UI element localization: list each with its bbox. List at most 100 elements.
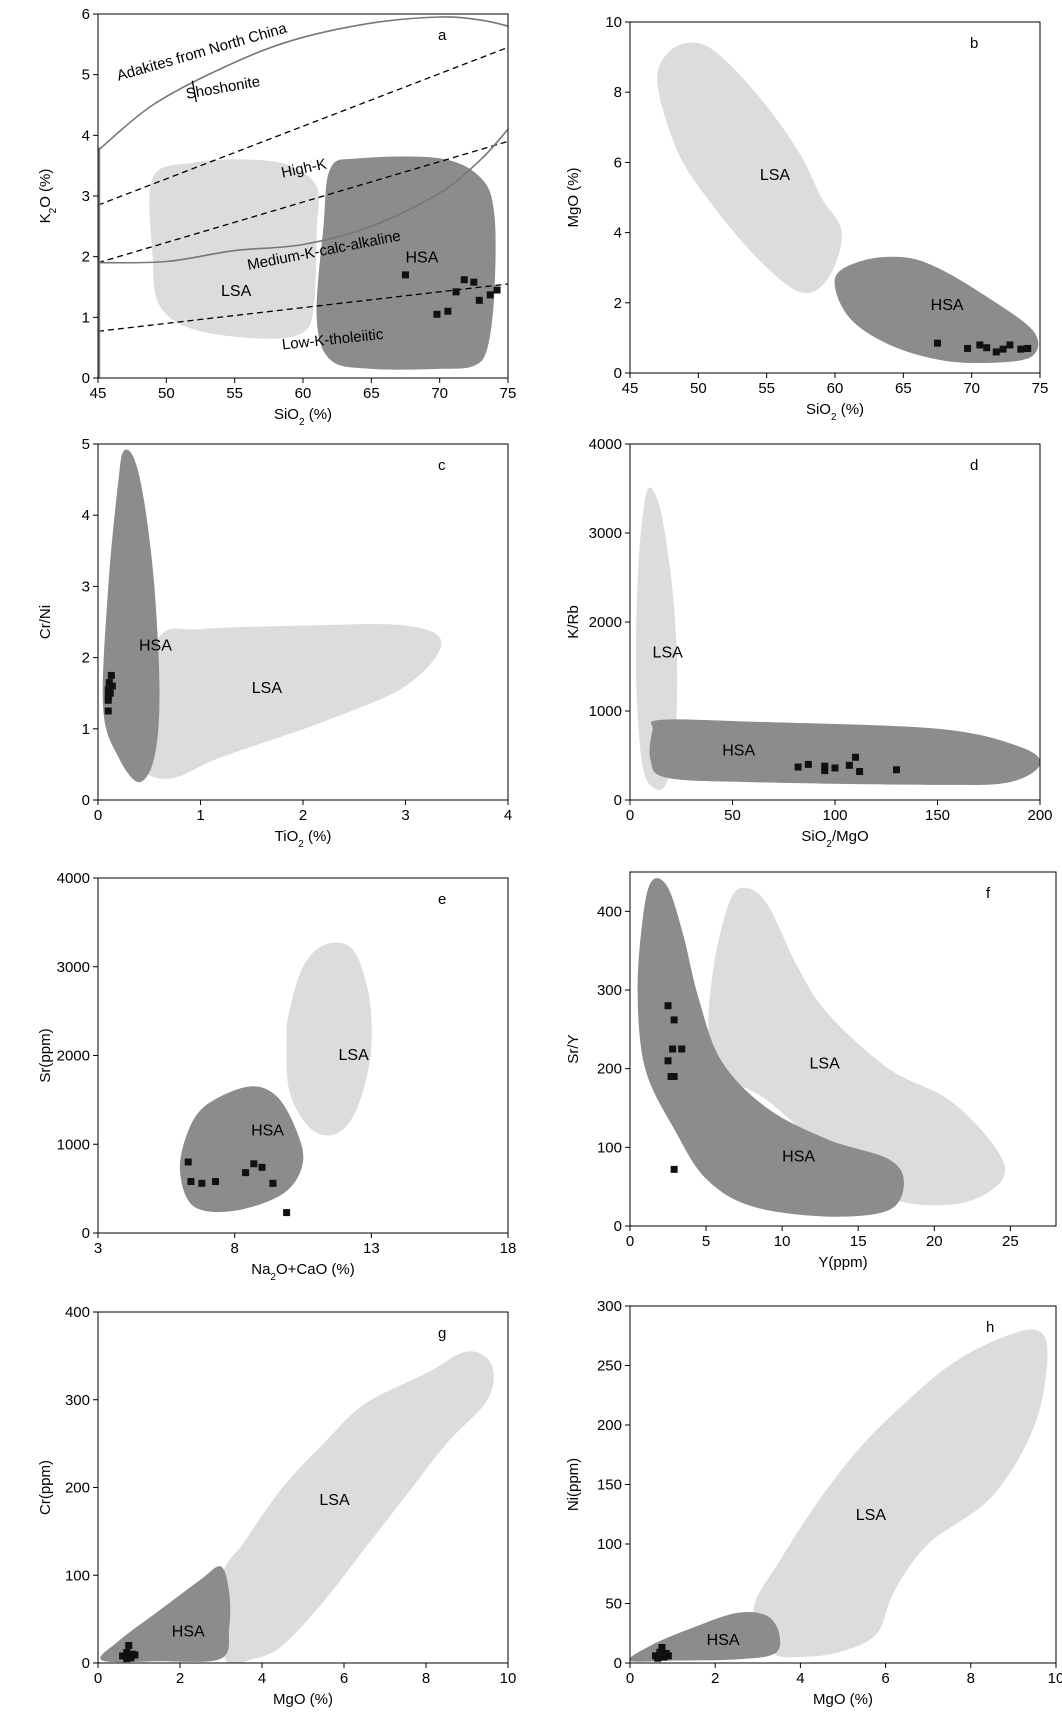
field-tick-mark	[191, 80, 198, 103]
y-tick-label: 1000	[57, 1136, 90, 1153]
field-lsa	[708, 887, 1006, 1206]
x-tick-label: 75	[1032, 380, 1049, 397]
field-label-hsa: HSA	[406, 250, 439, 267]
sample-point	[678, 1045, 686, 1053]
panel-label: g	[438, 1325, 446, 1342]
sample-point	[131, 1651, 139, 1659]
x-tick-label: 20	[926, 1233, 943, 1250]
y-tick-label: 4000	[589, 436, 622, 453]
x-tick-label: 8	[230, 1240, 238, 1257]
y-tick-label: 0	[82, 792, 90, 809]
panel-label: d	[970, 457, 978, 474]
sample-point	[1017, 345, 1025, 353]
field-label-lsa: LSA	[760, 167, 791, 184]
sample-point	[104, 696, 112, 704]
sample-point	[250, 1160, 258, 1168]
y-tick-label: 50	[605, 1596, 622, 1613]
sample-point	[108, 682, 116, 690]
x-tick-label: 70	[963, 380, 980, 397]
y-tick-label: 0	[614, 1218, 622, 1235]
boundary-curve	[98, 128, 508, 264]
sample-point	[198, 1179, 206, 1187]
x-tick-label: 2	[299, 807, 307, 824]
y-tick-label: 0	[614, 792, 622, 809]
y-tick-label: 2	[82, 249, 90, 266]
sample-point	[660, 1653, 668, 1661]
x-tick-label: 0	[626, 1670, 634, 1687]
y-axis-title: Cr/Ni	[37, 605, 54, 639]
y-axis-title: Ni(ppm)	[565, 1458, 582, 1511]
y-tick-label: 200	[597, 1417, 622, 1434]
x-tick-label: 10	[774, 1233, 791, 1250]
y-axis-title: Sr/Y	[565, 1034, 582, 1063]
field-label-hsa: HSA	[931, 297, 964, 314]
x-tick-label: 150	[925, 807, 950, 824]
field-hsa	[649, 719, 1040, 785]
sample-point	[125, 1641, 133, 1649]
field-lsa	[149, 159, 319, 339]
plot-frame	[629, 871, 1057, 1227]
y-tick-label: 100	[65, 1567, 90, 1584]
sample-point	[104, 707, 112, 715]
sample-point	[104, 693, 112, 701]
sample-point	[242, 1169, 250, 1177]
chart-e: LSA HSA 3 8 13 18 0 1000 2000 3000 4000 Na2O+CaO (%…	[37, 870, 516, 1283]
field-label-lsa: LSA	[856, 1507, 887, 1524]
y-tick-label: 250	[597, 1358, 622, 1375]
y-tick-label: 6	[614, 154, 622, 171]
plot-area	[179, 942, 372, 1217]
y-tick-label: 300	[65, 1392, 90, 1409]
sample-point	[104, 686, 112, 694]
panel-label: h	[986, 1319, 994, 1336]
field-label-lsa: LSA	[252, 680, 283, 697]
x-tick-label: 3	[401, 807, 409, 824]
x-tick-label: 0	[94, 1670, 102, 1687]
sample-point	[992, 348, 1000, 356]
x-tick-label: 6	[881, 1670, 889, 1687]
chart-f: LSA HSA 0 5 10 15 20 25 0 100 200 300 400 Y(ppm) Sr/Y f	[565, 871, 1057, 1271]
x-tick-label: 100	[822, 807, 847, 824]
x-tick-label: 25	[1002, 1233, 1019, 1250]
plot-area	[100, 1351, 494, 1663]
plot-area	[630, 1329, 1048, 1662]
y-axis-title: Sr(ppm)	[37, 1028, 54, 1082]
sample-point	[402, 271, 409, 279]
x-axis-title: SiO2 (%)	[806, 401, 864, 423]
field-lsa	[657, 42, 842, 293]
y-tick-label: 4000	[57, 870, 90, 887]
sample-point	[119, 1652, 127, 1660]
boundary-curve	[98, 16, 508, 152]
plot-area	[635, 487, 1040, 791]
y-tick-label: 1000	[589, 703, 622, 720]
field-label-hsa: HSA	[707, 1632, 740, 1649]
sample-point	[669, 1045, 677, 1053]
sample-point	[123, 1648, 131, 1656]
y-tick-label: 8	[614, 84, 622, 101]
sample-point	[1006, 341, 1014, 349]
y-tick-label: 3	[82, 188, 90, 205]
field-hsa	[316, 156, 496, 370]
sample-point	[258, 1163, 266, 1171]
y-tick-label: 0	[82, 370, 90, 387]
field-hsa	[100, 1566, 231, 1663]
x-tick-label: 50	[158, 385, 175, 402]
x-tick-label: 55	[226, 385, 243, 402]
sample-point	[983, 344, 991, 352]
plot-area	[637, 878, 1006, 1217]
y-tick-label: 2	[82, 650, 90, 667]
sample-point	[664, 1002, 672, 1010]
y-tick-label: 0	[82, 1225, 90, 1242]
sample-point	[654, 1654, 662, 1662]
x-tick-label: 0	[626, 1233, 634, 1250]
y-tick-label: 0	[614, 1655, 622, 1672]
plot-area	[98, 16, 508, 378]
sample-point	[670, 1165, 678, 1173]
plot-area	[102, 449, 442, 783]
x-tick-label: 45	[90, 385, 107, 402]
x-tick-label: 10	[1048, 1670, 1062, 1687]
sample-point	[283, 1209, 291, 1217]
x-tick-label: 4	[796, 1670, 804, 1687]
